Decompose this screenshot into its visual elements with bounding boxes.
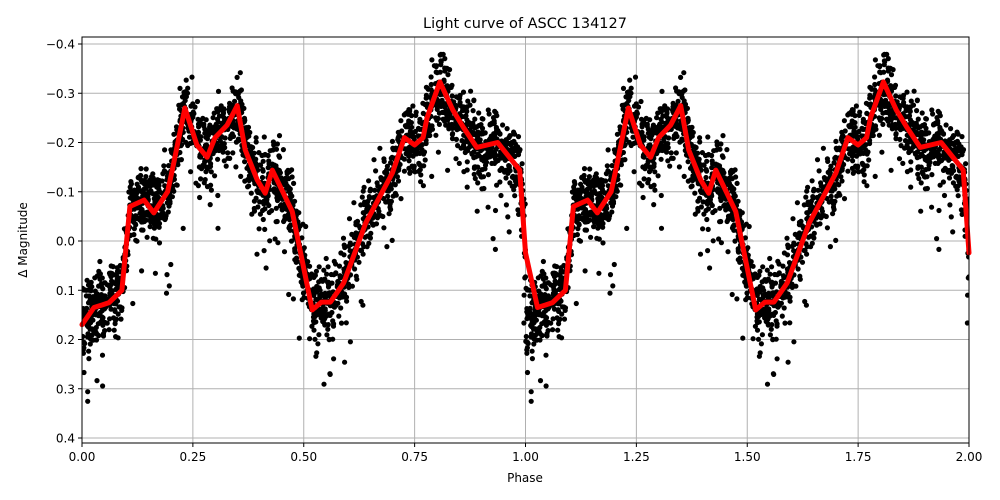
y-tick-label: −0.3	[46, 87, 75, 101]
x-tick-label: 1.75	[845, 450, 872, 464]
y-axis-ticks: −0.4 −0.3 −0.2 −0.1 0.0 0.1 0.2 0.3 0.4	[46, 38, 82, 446]
data-points	[82, 51, 969, 404]
x-tick-label: 0.75	[401, 450, 428, 464]
x-tick-label: 1.25	[623, 450, 650, 464]
y-tick-label: −0.4	[46, 38, 75, 52]
chart-title: Light curve of ASCC 134127	[423, 16, 627, 32]
y-tick-label: 0.2	[56, 333, 75, 347]
y-axis-label: Δ Magnitude	[16, 202, 30, 278]
x-axis-label: Phase	[507, 471, 543, 485]
x-tick-label: 1.00	[512, 450, 539, 464]
y-tick-label: 0.3	[56, 382, 75, 396]
y-tick-label: 0.4	[56, 432, 75, 446]
x-tick-label: 0.25	[180, 450, 207, 464]
y-tick-label: 0.1	[56, 284, 75, 298]
binned-mean-curve	[79, 79, 972, 328]
x-tick-label: 0.00	[69, 450, 96, 464]
y-tick-label: 0.0	[56, 235, 75, 249]
observation-markers	[82, 51, 969, 404]
y-tick-label: −0.1	[46, 185, 75, 199]
x-tick-label: 0.50	[290, 450, 317, 464]
x-tick-label: 1.50	[734, 450, 761, 464]
x-tick-label: 2.00	[956, 450, 983, 464]
x-axis-ticks: 0.00 0.25 0.50 0.75 1.00 1.25 1.50 1.75 2.00	[69, 443, 983, 464]
y-tick-label: −0.2	[46, 136, 75, 150]
